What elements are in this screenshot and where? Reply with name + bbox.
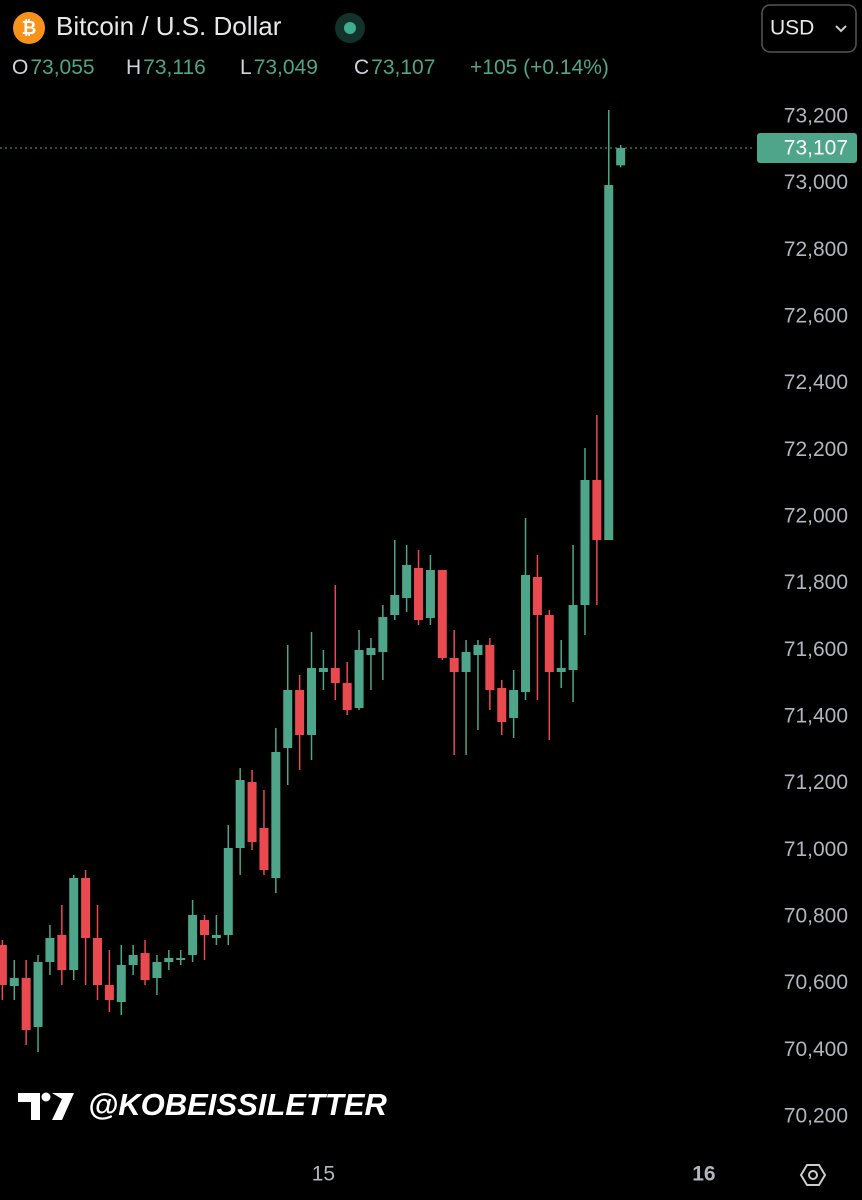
y-tick-label: 70,800 [784, 905, 848, 928]
x-tick-label: 15 [312, 1163, 335, 1186]
candle-body [81, 878, 91, 938]
candle-body [390, 595, 400, 615]
candle-body [318, 668, 328, 672]
y-tick-label: 72,800 [784, 238, 848, 261]
coin-icon [13, 12, 45, 44]
candle-body [271, 752, 281, 878]
candle-body [378, 617, 388, 652]
candle-body [295, 690, 305, 735]
y-tick-label: 70,400 [784, 1038, 848, 1061]
candle-body [616, 148, 626, 166]
candle-body [461, 652, 471, 672]
candle-body [437, 570, 447, 658]
candle-body [259, 828, 269, 870]
candle-body [402, 565, 412, 598]
y-tick-label: 71,200 [784, 771, 848, 794]
candle-body [104, 985, 114, 1000]
candle-body [425, 570, 435, 618]
candle-body [21, 978, 31, 1030]
candle-body [556, 668, 566, 672]
ohlc-value: 73,055 [30, 56, 94, 79]
candle-body [544, 615, 554, 672]
candle-body [57, 935, 67, 970]
candle-body [164, 958, 174, 962]
y-tick-label: 73,000 [784, 171, 848, 194]
candle-body [45, 938, 55, 962]
candle-body [188, 915, 198, 955]
candle-body [33, 962, 43, 1027]
status-dot [344, 22, 356, 34]
ohlc-key: C [354, 56, 369, 79]
candle-body [211, 935, 221, 938]
dropdown-arrow [835, 25, 847, 33]
candle-body [354, 650, 364, 708]
candle-body [140, 953, 150, 980]
candle-body [414, 568, 424, 620]
y-tick-label: 70,200 [784, 1105, 848, 1128]
candle-body [247, 782, 257, 842]
x-tick-label: 16 [692, 1163, 715, 1186]
candle-body [497, 688, 507, 722]
y-tick-label: 72,200 [784, 438, 848, 461]
candle-body [509, 690, 519, 718]
last-price-tag [757, 133, 857, 163]
currency-button[interactable] [761, 4, 857, 53]
settings-icon-center [808, 1170, 818, 1180]
ohlc-key: L [240, 56, 252, 79]
candle-body [69, 878, 79, 970]
settings-icon[interactable] [799, 1164, 827, 1186]
ohlc-line: O73,055 H73,116 L73,049 C73,107 +105 (+0.14%… [12, 56, 609, 79]
candle-body [366, 648, 376, 655]
candle-body [342, 683, 352, 710]
symbol-title: Bitcoin / U.S. Dollar [56, 11, 282, 41]
y-tick-label: 72,400 [784, 371, 848, 394]
candle-body [485, 645, 495, 690]
candle-body [307, 668, 317, 735]
candle-body [592, 480, 602, 540]
candle-body [176, 958, 186, 960]
candle-body [200, 920, 210, 935]
candle-body [532, 577, 542, 615]
ohlc-value: 73,049 [254, 56, 318, 79]
candle-body [283, 690, 293, 748]
candle-body [223, 848, 233, 935]
candle-body [92, 938, 102, 985]
y-tick-label: 71,800 [784, 571, 848, 594]
candle-body [330, 668, 340, 683]
candle-body [152, 962, 162, 978]
candle-body [449, 658, 459, 672]
ohlc-key: H [126, 56, 141, 79]
candle-body [9, 978, 19, 986]
y-tick-label: 73,200 [784, 105, 848, 128]
coin-glyph: ₿ [22, 18, 37, 38]
candle-body [473, 645, 483, 655]
watermark: @KOBEISSILETTER [88, 1087, 388, 1122]
candle-body [128, 955, 138, 965]
candle-body [0, 945, 7, 985]
ohlc-value: 73,107 [371, 56, 435, 79]
candle-body [604, 185, 614, 540]
last-price-label: 73,107 [784, 137, 848, 160]
ohlc-key: O [12, 56, 28, 79]
candle-body [521, 575, 531, 692]
change: +105 (+0.14%) [470, 56, 609, 79]
candle-body [568, 605, 578, 670]
currency-label[interactable]: USD [770, 17, 814, 40]
candle-body [116, 965, 126, 1002]
y-tick-label: 71,600 [784, 638, 848, 661]
y-tick-label: 72,000 [784, 505, 848, 528]
tv-logo [18, 1092, 74, 1120]
y-tick-label: 72,600 [784, 305, 848, 328]
candle-body [235, 780, 245, 848]
candle-body [580, 480, 590, 605]
y-tick-label: 71,400 [784, 705, 848, 728]
ohlc-value: 73,116 [143, 56, 206, 79]
y-tick-label: 71,000 [784, 838, 848, 861]
y-tick-label: 70,600 [784, 971, 848, 994]
